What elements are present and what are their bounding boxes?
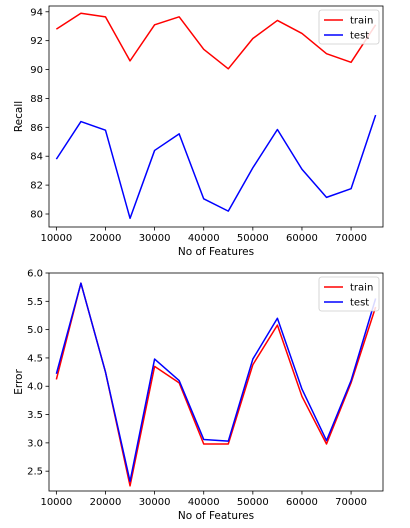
- y-axis-label: Error: [13, 369, 25, 395]
- legend-label-test: test: [350, 298, 369, 309]
- x-tick-label: 40000: [188, 233, 220, 244]
- legend-label-train: train: [350, 16, 373, 27]
- x-tick-label: 60000: [286, 497, 318, 508]
- y-tick-label: 90: [30, 65, 43, 76]
- x-tick-label: 20000: [90, 233, 122, 244]
- series-line-test: [55, 282, 377, 483]
- x-tick-label: 40000: [188, 497, 220, 508]
- x-tick-label: 70000: [335, 233, 367, 244]
- x-tick-label: 60000: [286, 233, 318, 244]
- y-axis-label: Recall: [13, 101, 25, 132]
- y-tick-label: 94: [30, 7, 43, 18]
- y-tick-label: 84: [30, 152, 43, 163]
- y-tick-label: 5.5: [27, 297, 43, 308]
- x-tick-label: 30000: [139, 497, 171, 508]
- series-line-train: [55, 12, 377, 70]
- x-tick-label: 20000: [90, 497, 122, 508]
- series-line-test: [55, 114, 377, 220]
- x-axis-label: No of Features: [178, 510, 254, 522]
- chart-1: 10000 20000 30000 40000 50000 60000 70000 80 82 8…: [13, 5, 384, 258]
- plot-frame: [48, 5, 384, 228]
- y-tick-label: 88: [30, 94, 43, 105]
- x-axis-label: No of Features: [178, 246, 254, 258]
- x-tick-label: 30000: [139, 233, 171, 244]
- legend-label-test: test: [350, 31, 369, 42]
- y-tick-label: 80: [30, 210, 43, 221]
- legend-label-train: train: [350, 283, 373, 294]
- y-tick-label: 6.0: [27, 269, 43, 280]
- y-tick-label: 82: [30, 181, 43, 192]
- series-line-train: [55, 282, 377, 487]
- y-tick-label: 3.5: [27, 410, 43, 421]
- x-tick-label: 70000: [335, 497, 367, 508]
- plot-frame: [48, 272, 384, 492]
- chart-2: 10000 20000 30000 40000 50000 60000 70000 2.5 3.…: [13, 269, 384, 522]
- x-tick-label: 50000: [237, 233, 269, 244]
- x-tick-label: 50000: [237, 497, 269, 508]
- y-tick-label: 4.0: [27, 382, 43, 393]
- x-tick-label: 10000: [40, 497, 72, 508]
- y-tick-label: 4.5: [27, 353, 43, 364]
- y-tick-label: 86: [30, 123, 43, 134]
- y-tick-label: 3.0: [27, 438, 43, 449]
- legend: train test: [318, 276, 380, 312]
- legend: train test: [318, 9, 380, 45]
- y-tick-label: 2.5: [27, 467, 43, 478]
- y-tick-label: 92: [30, 36, 43, 47]
- x-tick-label: 10000: [40, 233, 72, 244]
- y-tick-label: 5.0: [27, 325, 43, 336]
